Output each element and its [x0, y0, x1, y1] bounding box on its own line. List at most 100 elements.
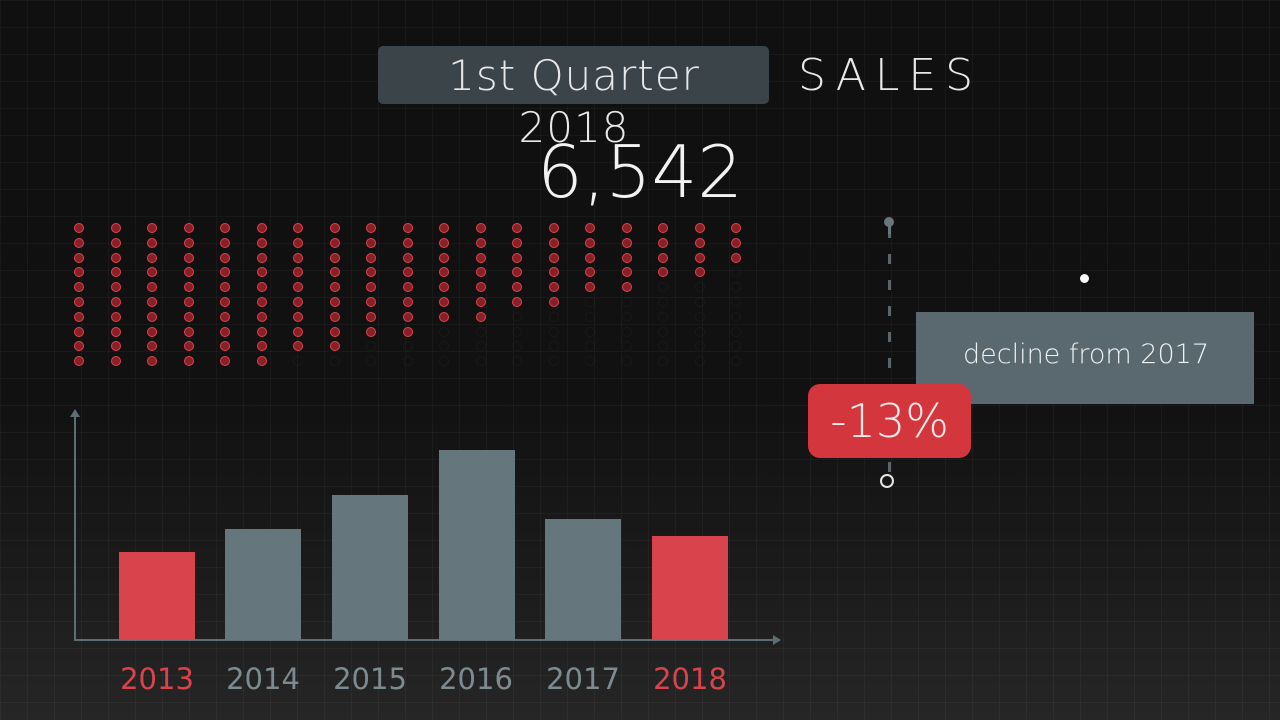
dot-empty: [585, 341, 595, 352]
dot-filled: [110, 356, 121, 367]
dot-filled: [74, 223, 84, 233]
dot-filled: [512, 237, 522, 248]
dot-empty: [293, 356, 303, 367]
dot-empty: [548, 356, 559, 367]
dot-filled: [183, 341, 194, 352]
dot-filled: [183, 297, 194, 307]
total-sales-value: 6,542: [536, 130, 744, 214]
dot-filled: [110, 223, 121, 233]
dot-empty: [585, 297, 595, 307]
title-sales: SALES: [798, 50, 983, 101]
bar-label-2016: 2016: [439, 662, 513, 696]
dot-filled: [183, 326, 194, 337]
dot-filled: [548, 237, 559, 248]
dot-filled: [475, 311, 486, 322]
dot-filled: [731, 223, 741, 233]
dot-empty: [621, 297, 632, 307]
dot-filled: [475, 282, 486, 293]
dot-filled: [439, 311, 449, 322]
dot-filled: [402, 297, 413, 307]
dot-empty: [694, 341, 705, 352]
dot-filled: [439, 282, 449, 293]
dot-empty: [475, 341, 486, 352]
dot-filled: [74, 297, 84, 307]
dot-empty: [731, 311, 741, 322]
dot-filled: [74, 311, 84, 322]
dot-empty: [439, 326, 449, 337]
bar-2017: [545, 519, 621, 640]
dot-filled: [548, 267, 559, 278]
title-period-box: [378, 46, 769, 104]
dot-filled: [329, 326, 340, 337]
dot-filled: [585, 267, 595, 278]
dot-filled: [366, 326, 376, 337]
dot-filled: [329, 252, 340, 263]
dot-empty: [329, 356, 340, 367]
dot-filled: [256, 252, 267, 263]
dot-filled: [694, 252, 705, 263]
dot-empty: [731, 356, 741, 367]
dot-filled: [548, 252, 559, 263]
dot-filled: [293, 326, 303, 337]
dot-filled: [512, 297, 522, 307]
dot-empty: [512, 356, 522, 367]
dot-filled: [366, 297, 376, 307]
dot-empty: [658, 356, 668, 367]
dot-filled: [256, 282, 267, 293]
dot-empty: [621, 341, 632, 352]
dot-empty: [512, 326, 522, 337]
dot-filled: [147, 237, 157, 248]
dot-filled: [366, 252, 376, 263]
dot-empty: [439, 356, 449, 367]
dot-filled: [147, 341, 157, 352]
dot-filled: [220, 326, 230, 337]
dot-filled: [147, 326, 157, 337]
dot-filled: [110, 326, 121, 337]
dot-filled: [329, 341, 340, 352]
dot-empty: [512, 341, 522, 352]
dot-filled: [621, 223, 632, 233]
dot-filled: [366, 237, 376, 248]
dot-empty: [731, 326, 741, 337]
dot-empty: [694, 326, 705, 337]
bar-label-2018: 2018: [653, 662, 727, 696]
dashed-connector: [888, 228, 891, 478]
dot-filled: [183, 237, 194, 248]
dot-filled: [110, 282, 121, 293]
dot-empty: [548, 341, 559, 352]
title-period: 1st Quarter 2018: [448, 51, 700, 152]
dot-filled: [183, 223, 194, 233]
dot-filled: [293, 311, 303, 322]
dot-filled: [439, 297, 449, 307]
dot-filled: [475, 267, 486, 278]
dot-empty: [658, 297, 668, 307]
dot-filled: [658, 267, 668, 278]
dot-filled: [74, 282, 84, 293]
dot-filled: [475, 297, 486, 307]
bar-label-2013: 2013: [120, 662, 194, 696]
dot-filled: [621, 267, 632, 278]
dot-filled: [475, 223, 486, 233]
dot-filled: [731, 252, 741, 263]
dot-empty: [585, 356, 595, 367]
dot-filled: [439, 223, 449, 233]
dot-filled: [110, 237, 121, 248]
dot-filled: [366, 282, 376, 293]
dot-filled: [402, 282, 413, 293]
connector-top-dot-icon: [884, 217, 894, 227]
dot-filled: [439, 237, 449, 248]
dot-filled: [147, 223, 157, 233]
dot-filled: [293, 297, 303, 307]
dot-filled: [293, 282, 303, 293]
dot-filled: [621, 282, 632, 293]
dot-empty: [731, 282, 741, 293]
dot-filled: [220, 252, 230, 263]
dot-filled: [256, 267, 267, 278]
dot-empty: [658, 326, 668, 337]
dot-filled: [329, 223, 340, 233]
dot-filled: [402, 311, 413, 322]
dot-filled: [366, 267, 376, 278]
dot-filled: [256, 237, 267, 248]
dot-filled: [293, 341, 303, 352]
dot-filled: [329, 297, 340, 307]
